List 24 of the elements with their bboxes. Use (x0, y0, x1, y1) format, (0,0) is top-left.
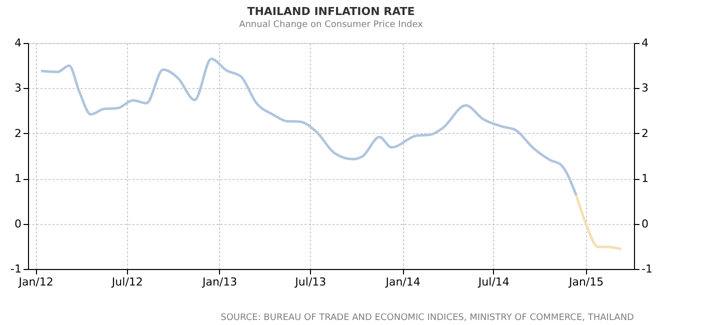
x-tick-label: Jan/12 (18, 276, 54, 288)
chart-subtitle: Annual Change on Consumer Price Index (239, 20, 424, 30)
x-tick-label: Jul/13 (294, 276, 326, 288)
y2-tick-label: 0 (642, 217, 648, 230)
y-tick-label: 3 (14, 82, 22, 95)
x-tick-label: Jul/14 (477, 276, 510, 288)
source-note: SOURCE: BUREAU OF TRADE AND ECONOMIC INDICES, MINISTRY OF COMMERCE, THAILAND (220, 313, 634, 323)
y-tick-label: 0 (14, 217, 22, 230)
x-tick-label: Jan/14 (384, 276, 420, 288)
line-series (575, 194, 623, 250)
x-tick-label: Jan/15 (568, 276, 604, 288)
y2-tick-label: 3 (642, 82, 648, 95)
x-tick-label: Jan/13 (201, 276, 238, 288)
y-tick-label: -1 (10, 262, 22, 276)
y2-tick-label: -1 (642, 262, 652, 276)
y2-tick-label: 1 (642, 172, 648, 186)
line-series (40, 58, 578, 197)
y2-tick-label: 4 (642, 36, 648, 50)
x-tick-label: Jul/12 (110, 276, 143, 288)
y-tick-label: 2 (14, 126, 22, 140)
chart-title: THAILAND INFLATION RATE (247, 5, 415, 18)
y-tick-label: 1 (14, 172, 22, 186)
y2-tick-label: 2 (642, 126, 648, 140)
y-tick-label: 4 (14, 36, 22, 50)
